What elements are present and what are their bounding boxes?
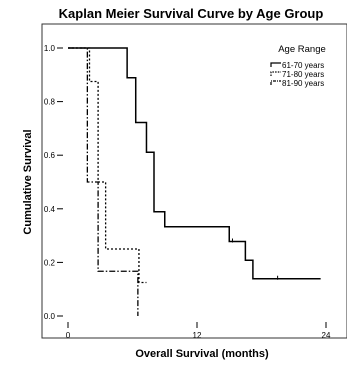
legend-swatch bbox=[270, 62, 281, 67]
legend-swatch bbox=[270, 71, 281, 76]
legend-swatch bbox=[270, 80, 281, 85]
legend-entry: 61-70 years bbox=[282, 61, 324, 70]
km-series-line-2 bbox=[68, 47, 147, 284]
plot-frame bbox=[41, 23, 347, 339]
y-axis: 0.0 0.2 0.4 0.6 0.8 1.0 bbox=[44, 44, 63, 321]
x-axis: 0 12 24 bbox=[66, 322, 331, 340]
x-tick-label: 24 bbox=[322, 331, 331, 340]
legend-entry: 71-80 years bbox=[282, 70, 324, 79]
y-tick-label: 0.4 bbox=[44, 205, 56, 214]
legend-entry: 81-90 years bbox=[282, 79, 324, 88]
y-tick-label: 0.6 bbox=[44, 151, 56, 160]
series-layer bbox=[68, 47, 321, 316]
legend-title: Age Range bbox=[278, 44, 326, 55]
y-axis-label: Cumulative Survival bbox=[22, 129, 34, 234]
y-tick-label: 1.0 bbox=[44, 44, 56, 53]
x-tick-label: 12 bbox=[193, 331, 202, 340]
km-series-line-3 bbox=[68, 47, 139, 316]
y-tick-label: 0.2 bbox=[44, 258, 56, 267]
y-tick-label: 0.8 bbox=[44, 98, 56, 107]
chart-title: Kaplan Meier Survival Curve by Age Group bbox=[59, 6, 324, 21]
y-tick-label: 0.0 bbox=[44, 312, 56, 321]
x-tick-label: 0 bbox=[66, 331, 71, 340]
x-axis-label: Overall Survival (months) bbox=[135, 348, 269, 360]
km-series-line-1 bbox=[68, 47, 321, 280]
